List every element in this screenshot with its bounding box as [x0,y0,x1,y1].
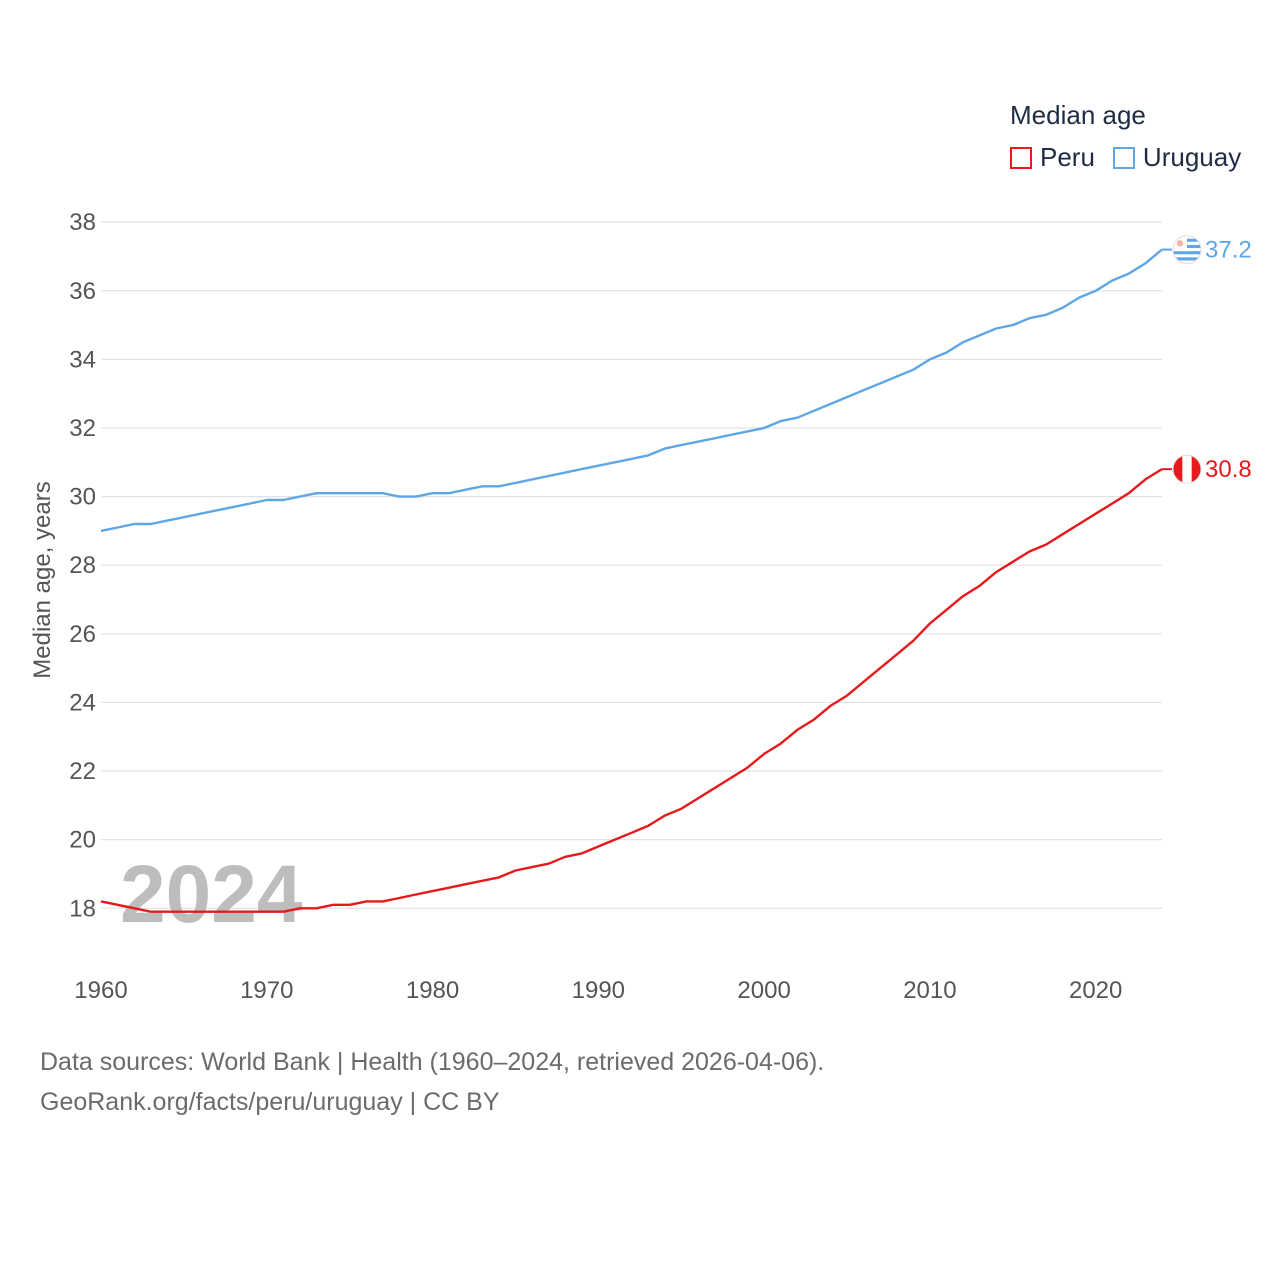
flag-icon-uruguay [1172,235,1202,265]
legend: Peru Uruguay [1010,142,1259,173]
footer: Data sources: World Bank | Health (1960–… [40,1042,824,1122]
legend-label-uruguay: Uruguay [1142,142,1242,172]
legend-title: Median age [1010,100,1146,130]
x-tick-label: 1990 [572,977,625,1004]
y-tick-label: 38 [69,209,96,236]
y-tick-label: 22 [69,758,96,785]
grid [101,221,1162,909]
y-tick-label: 34 [69,346,96,373]
series-line-uruguay [100,248,1163,533]
y-tick-label: 24 [69,689,96,716]
y-tick-label: 30 [69,484,96,511]
x-tick-label: 2010 [903,977,956,1004]
legend-label-peru: Peru [1040,142,1095,172]
series-lines [100,248,1163,913]
x-tick-label: 1970 [240,977,293,1004]
year-watermark: 2024 [120,849,303,940]
y-tick-label: 36 [69,278,96,305]
x-tick-label: 2020 [1069,977,1122,1004]
source-link[interactable]: GeoRank.org/facts/peru/uruguay | CC BY [40,1088,500,1116]
end-markers: 37.2 30.8 [1162,235,1252,484]
y-tick-label: 18 [69,895,96,922]
x-tick-label: 1980 [406,977,459,1004]
legend-swatch-uruguay [1112,146,1135,169]
flag-icon-peru [1172,454,1202,484]
end-value-label-uruguay: 37.2 [1205,237,1252,264]
x-axis: 1960 1970 1980 1990 2000 2010 2020 [74,977,1122,1004]
series-line-peru [100,468,1163,913]
legend-swatch-peru [1010,146,1032,169]
y-tick-label: 20 [69,827,96,854]
end-value-label-peru: 30.8 [1205,456,1252,483]
x-tick-label: 1960 [74,977,127,1004]
x-tick-label: 2000 [737,977,790,1004]
data-source-note: Data sources: World Bank | Health (1960–… [40,1048,825,1076]
y-tick-label: 32 [69,415,96,442]
legend-item-uruguay[interactable]: Uruguay [1112,142,1242,173]
y-axis-title: Median age, years [29,481,56,678]
y-axis: 18 20 22 24 26 28 30 32 34 36 38 [69,209,96,922]
y-tick-label: 28 [69,552,96,579]
y-tick-label: 26 [69,621,96,648]
legend-item-peru[interactable]: Peru [1010,142,1095,173]
